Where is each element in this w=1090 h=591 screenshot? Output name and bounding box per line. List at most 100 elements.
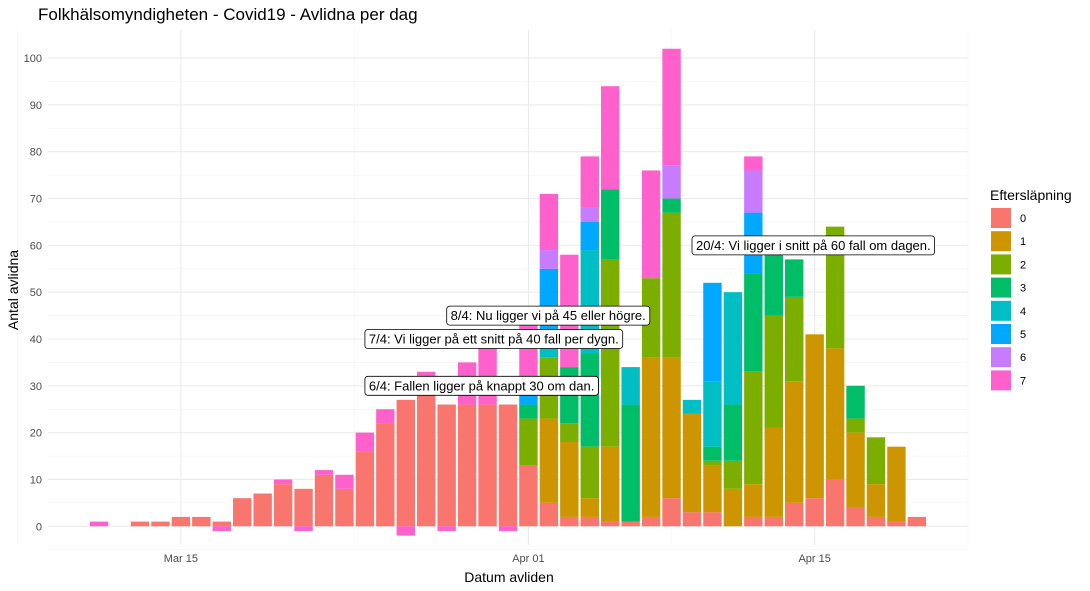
annotation-label: 8/4: Nu ligger vi på 45 eller högre. <box>446 305 651 326</box>
annotation-text: 6/4: Fallen ligger på knappt 30 om dan. <box>369 378 594 393</box>
bar-segment-7 <box>396 526 415 536</box>
legend-label-2: 2 <box>1020 259 1026 271</box>
bar-segment-7 <box>89 521 109 527</box>
bar-segment-0 <box>151 521 170 527</box>
bar-segment-2 <box>866 437 886 485</box>
bar-segment-2 <box>580 446 599 499</box>
x-tick-label: Mar 15 <box>164 553 198 565</box>
bar-segment-7 <box>641 170 661 279</box>
bar-segment-3 <box>764 236 783 316</box>
bar-segment-0 <box>621 521 640 527</box>
bar-segment-1 <box>785 381 804 503</box>
bar-segment-0 <box>682 512 702 527</box>
bar-segment-4 <box>682 399 702 414</box>
annotation-box <box>364 329 624 349</box>
bar-segment-0 <box>580 516 599 527</box>
bar-segment-0 <box>662 498 681 527</box>
bar-segment-7 <box>212 526 231 531</box>
y-tick-label: 100 <box>24 53 42 65</box>
bar-segment-1 <box>887 446 906 522</box>
annotation-label: 7/4: Vi ligger på ett snitt på 40 fall p… <box>364 329 624 349</box>
bar-segment-3 <box>662 198 681 213</box>
y-tick-label: 10 <box>30 474 42 486</box>
bar-segment-1 <box>703 465 722 513</box>
y-tick-label: 60 <box>30 240 42 252</box>
legend-label-6: 6 <box>1020 352 1026 364</box>
bar-segment-2 <box>662 212 681 358</box>
bar-segment-0 <box>825 479 845 527</box>
bar-segment-0 <box>785 502 804 527</box>
bar-segment-6 <box>539 250 559 269</box>
bar-segment-7 <box>662 48 681 166</box>
bar-segment-3 <box>601 189 620 260</box>
bar-segment-1 <box>825 348 845 480</box>
bar-segment-7 <box>335 474 354 489</box>
bar-segment-7 <box>601 86 620 190</box>
bar-segment-2 <box>723 460 743 489</box>
bar-segment-1 <box>560 442 579 517</box>
bar-segment-0 <box>907 516 927 527</box>
bar-segment-1 <box>764 427 783 517</box>
bar-segment-2 <box>519 418 538 466</box>
y-tick-label: 70 <box>30 194 42 206</box>
y-tick-label: 90 <box>30 100 42 112</box>
bar-segment-0 <box>294 488 313 527</box>
bar-segment-5 <box>703 282 722 382</box>
bar-segment-0 <box>703 512 722 527</box>
y-tick-label: 20 <box>30 428 42 440</box>
bar-segment-0 <box>641 516 661 527</box>
x-tick-label: Apr 15 <box>798 553 830 565</box>
y-axis-title: Antal avlidna <box>5 250 21 330</box>
bar-segment-1 <box>580 498 599 517</box>
bar-segment-0 <box>253 493 272 527</box>
legend-label-0: 0 <box>1020 213 1026 225</box>
x-tick-labels: Mar 15 Apr 01 Apr 15 <box>164 553 831 565</box>
legend-key-6 <box>991 347 1011 368</box>
bar-segment-0 <box>601 521 620 527</box>
annotation-text: 8/4: Nu ligger vi på 45 eller högre. <box>451 308 646 323</box>
bar-segment-4 <box>621 367 640 405</box>
bar-segment-7 <box>744 156 763 171</box>
y-tick-label: 40 <box>30 334 42 346</box>
bar-segment-3 <box>723 404 743 461</box>
bar-segment-1 <box>682 413 702 513</box>
bar-segment-4 <box>703 381 722 447</box>
bars <box>89 48 927 536</box>
annotation-box <box>364 375 599 396</box>
annotation-box <box>691 235 936 256</box>
bar-segment-0 <box>866 516 886 527</box>
bar-segment-1 <box>662 357 681 499</box>
legend-title: Eftersläpning <box>990 187 1072 203</box>
legend-key-1 <box>991 231 1011 252</box>
bar-segment-2 <box>601 259 620 447</box>
legend-key-2 <box>991 254 1011 275</box>
bar-segment-7 <box>273 479 293 485</box>
bar-segment-7 <box>539 193 559 251</box>
bar-segment-1 <box>744 484 763 517</box>
legend-key-5 <box>991 324 1011 344</box>
legend-key-0 <box>991 208 1011 228</box>
bar-segment-4 <box>723 292 743 405</box>
bar-segment-7 <box>498 526 518 531</box>
bar-segment-2 <box>764 315 783 428</box>
bar-segment-1 <box>846 432 865 508</box>
bar-segment-0 <box>130 521 150 527</box>
bar-segment-3 <box>519 404 538 419</box>
bar-segment-7 <box>437 526 456 531</box>
legend-label-1: 1 <box>1020 236 1026 248</box>
annotations: 20/4: Vi ligger i snitt på 60 fall om da… <box>364 235 936 396</box>
legend-label-4: 4 <box>1020 306 1026 318</box>
bar-segment-2 <box>560 423 579 442</box>
bar-segment-1 <box>866 484 886 517</box>
bar-segment-0 <box>744 516 763 527</box>
bar-segment-0 <box>171 516 191 527</box>
bar-segment-1 <box>601 446 620 522</box>
bar-segment-0 <box>457 404 477 527</box>
bar-segment-0 <box>273 484 293 527</box>
y-tick-label: 80 <box>30 147 42 159</box>
bar-segment-3 <box>580 353 599 447</box>
bar-segment-0 <box>192 516 211 527</box>
bar-segment-7 <box>580 156 599 208</box>
grid <box>17 30 969 550</box>
bar-segment-2 <box>846 418 865 433</box>
